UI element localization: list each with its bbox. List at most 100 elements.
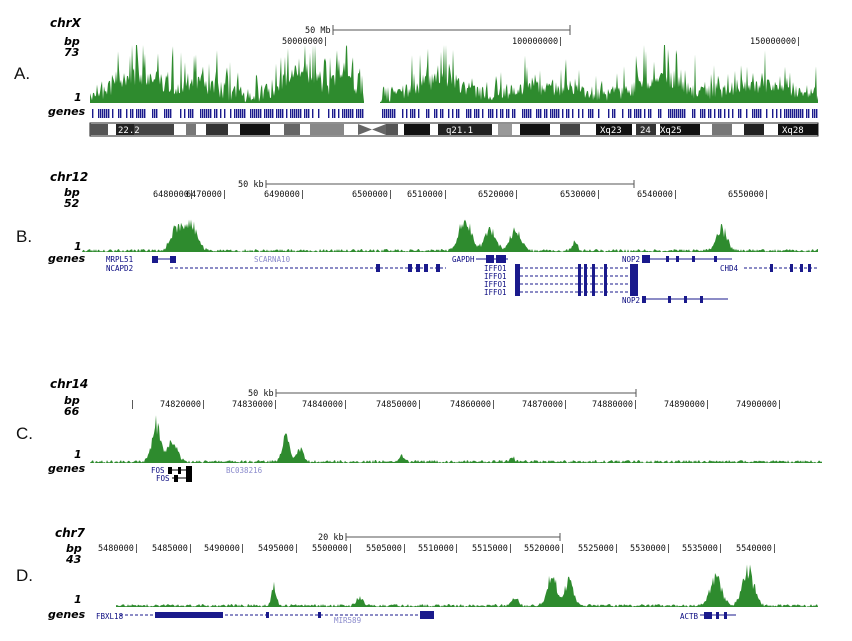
gene-density-mark xyxy=(306,109,308,118)
panel-d-coord-tick: 5520000| xyxy=(524,544,565,554)
panel-a-coord-tick: 150000000| xyxy=(750,37,801,47)
ideogram-band xyxy=(744,124,764,135)
panel-c-scale-text: 50 kb xyxy=(248,389,274,399)
signal-area xyxy=(116,564,818,607)
gene-label: BC038216 xyxy=(226,466,263,475)
ideogram-band xyxy=(310,124,344,135)
gene-density-mark xyxy=(188,109,190,118)
gene-density-mark xyxy=(292,109,294,118)
gene-exon xyxy=(716,612,719,619)
panel-d: chr7 bp 43 1 genes 20 kb 5480000| 548500… xyxy=(48,526,818,625)
gene-density-mark xyxy=(760,109,762,118)
gene-density-mark xyxy=(490,109,492,118)
panel-d-genes-label: genes xyxy=(48,608,86,621)
gene-density-mark xyxy=(528,109,530,118)
gene-density-mark xyxy=(170,109,172,118)
gene-density-mark xyxy=(256,109,258,118)
iffo1-isoforms: IFFO1 IFFO1 IFFO1 IFFO1 xyxy=(484,264,638,297)
panel-a: chrX bp 73 1 genes 50 Mb 50000000| 10000… xyxy=(48,16,819,137)
gene-density-mark xyxy=(802,109,804,118)
gene-density-mark xyxy=(682,109,684,118)
gene-density-mark xyxy=(266,109,268,118)
panel-b-coord-tick: 6540000| xyxy=(637,190,678,200)
gene-density-mark xyxy=(754,109,756,118)
gene-exon xyxy=(318,612,321,618)
ideogram-band xyxy=(636,124,656,135)
gene-label: IFFO1 xyxy=(484,272,507,281)
gene-density-mark xyxy=(558,109,560,118)
gene-density-mark xyxy=(406,109,408,118)
panel-c-bp-label: bp xyxy=(64,394,80,407)
gene-exon xyxy=(170,256,176,263)
gene-exon xyxy=(724,612,727,619)
panel-d-coord-tick: 5515000| xyxy=(472,544,513,554)
gene-density-mark xyxy=(638,109,640,118)
gene-density-mark xyxy=(394,109,396,118)
gene-exon xyxy=(630,264,638,296)
gene-density-mark xyxy=(644,109,646,118)
gene-density-mark xyxy=(538,109,540,118)
gene-density-mark xyxy=(684,109,686,118)
panel-d-coord-tick: 5480000| xyxy=(98,544,139,554)
gene-density-mark xyxy=(658,109,660,118)
gene-label: IFFO1 xyxy=(484,264,507,273)
gene-density-mark xyxy=(260,109,262,118)
gene-density-mark xyxy=(772,109,774,118)
gene-density-mark xyxy=(140,109,142,118)
gene-density-mark xyxy=(714,109,716,118)
gene-density-mark xyxy=(780,109,782,118)
gene-density-mark xyxy=(800,109,802,118)
panel-d-gene-track: FBXL18 MIR589 ACTB xyxy=(96,611,736,625)
ideogram-band xyxy=(498,124,512,135)
panel-b-coord-tick: 6500000| xyxy=(352,190,393,200)
panel-a-coord-tick: 50000000| xyxy=(282,37,328,47)
gene-density-mark xyxy=(350,109,352,118)
gene-density-mark xyxy=(476,109,478,118)
gene-density-mark xyxy=(362,109,364,118)
gene-density-mark xyxy=(636,109,638,118)
panel-a-genes-label: genes xyxy=(48,105,86,118)
gene-density-mark xyxy=(814,109,816,118)
gene-density-mark xyxy=(692,109,694,118)
gene-density-mark xyxy=(412,109,414,118)
gene-density-mark xyxy=(154,109,156,118)
gene-density-mark xyxy=(724,109,726,118)
signal-area xyxy=(90,45,364,103)
panel-b-gene-track: MRPL51 NCAPD2 SCARNA10 GAPDH IFFO1 IFFO1… xyxy=(106,255,818,305)
gene-density-mark xyxy=(672,109,674,118)
gene-exon xyxy=(770,264,773,272)
gene-exon xyxy=(376,264,380,272)
gene-density-mark xyxy=(358,109,360,118)
gene-density-mark xyxy=(102,109,104,118)
gene-exon xyxy=(155,612,223,618)
gene-density-mark xyxy=(92,109,94,118)
gene-density-mark xyxy=(318,109,320,118)
gene-density-mark xyxy=(236,109,238,118)
ideogram-band xyxy=(206,124,228,135)
gene-density-mark xyxy=(230,109,232,118)
gene-density-mark xyxy=(474,109,476,118)
panel-c-genes-label: genes xyxy=(48,462,86,475)
gene-exon xyxy=(186,466,192,474)
gene-density-mark xyxy=(492,109,494,118)
gene-density-mark xyxy=(702,109,704,118)
gene-density-mark xyxy=(338,109,340,118)
panel-a-ymin: 1 xyxy=(74,91,82,104)
gene-exon xyxy=(604,264,607,296)
gene-exon xyxy=(578,264,581,296)
gene-exon xyxy=(266,612,269,618)
gene-density-mark xyxy=(308,109,310,118)
gene-label: MRPL51 xyxy=(106,255,133,264)
gene-label: IFFO1 xyxy=(484,280,507,289)
gene-density-mark xyxy=(512,109,514,118)
gene-density-mark xyxy=(502,109,504,118)
gene-density-mark xyxy=(456,109,458,118)
panel-d-coord-tick: 5525000| xyxy=(578,544,619,554)
gene-density-mark xyxy=(792,109,794,118)
panel-b-coord-tick: 6480000| xyxy=(153,190,194,200)
panel-a-signal-track xyxy=(90,45,818,103)
gene-density-mark xyxy=(500,109,502,118)
ideogram-band xyxy=(438,124,492,135)
gene-density-mark xyxy=(294,109,296,118)
gene-density-mark xyxy=(348,109,350,118)
